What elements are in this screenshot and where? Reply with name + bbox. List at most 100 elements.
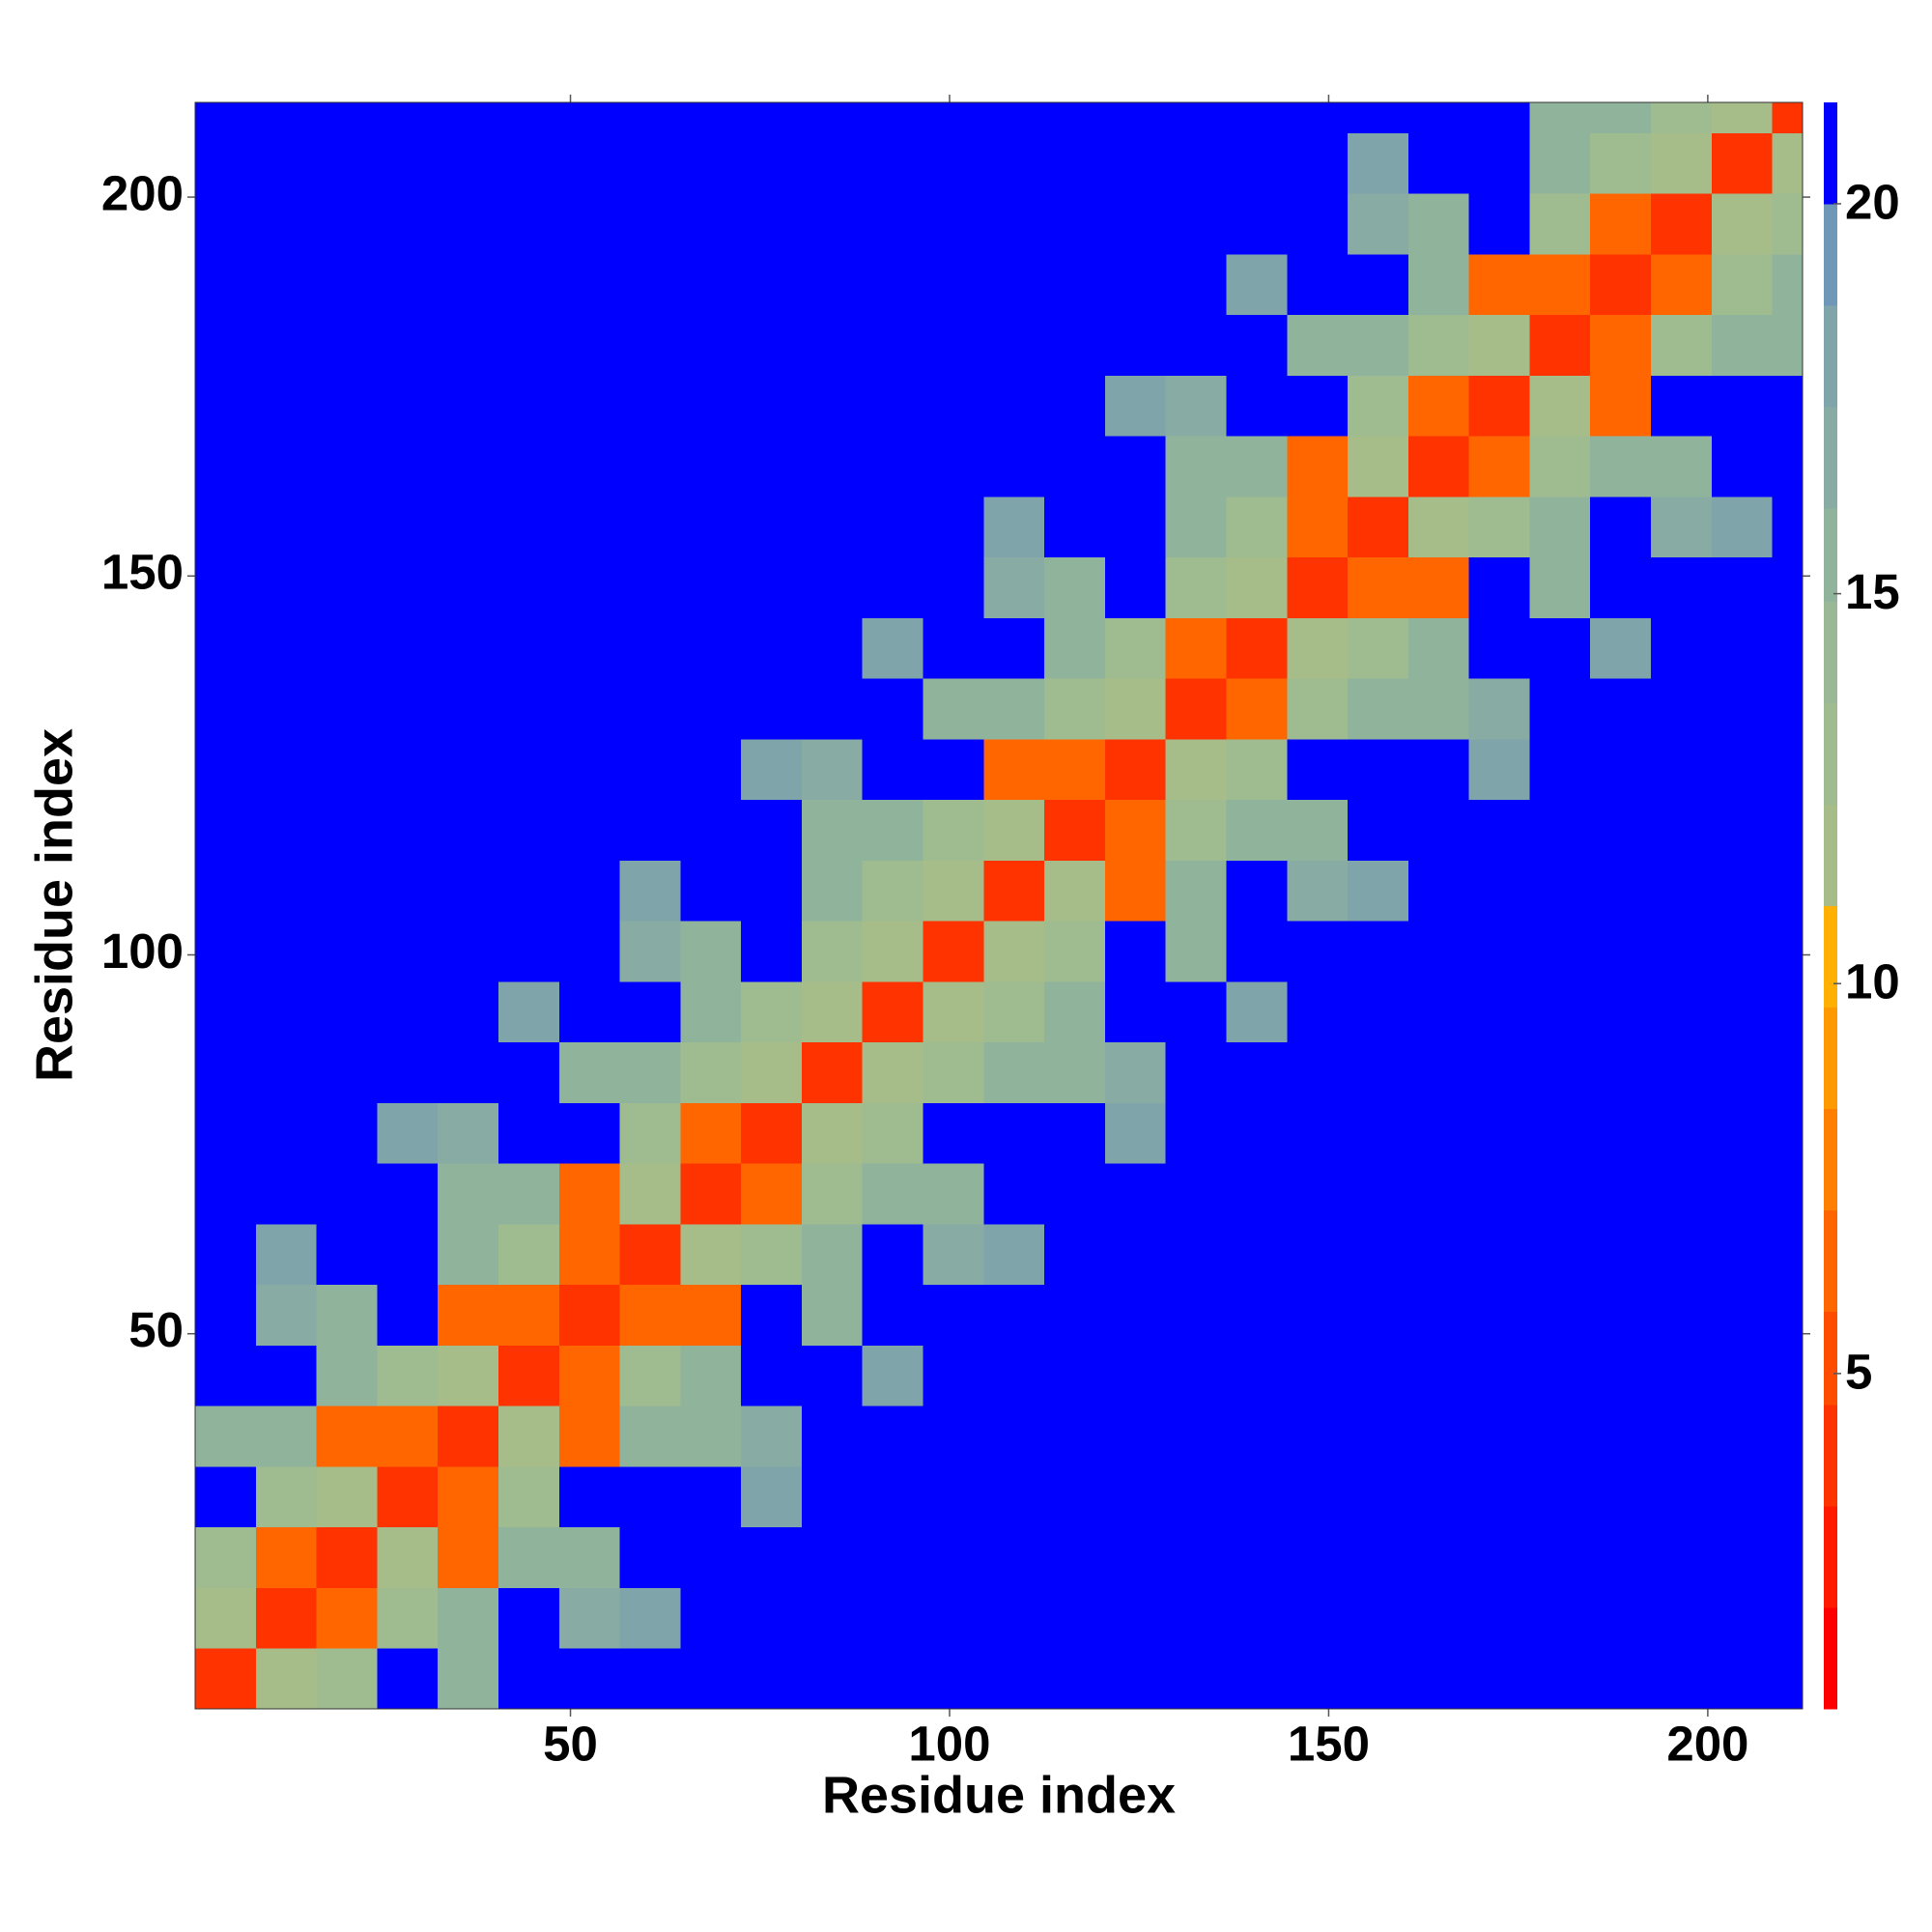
x-tick-label: 100 <box>908 1716 990 1771</box>
cell <box>1104 1223 1167 1286</box>
cell <box>1590 980 1652 1043</box>
cell <box>255 496 318 558</box>
cell <box>1044 678 1106 740</box>
cell <box>1407 102 1470 133</box>
cell <box>438 253 499 316</box>
cell <box>377 1465 439 1528</box>
cell <box>862 1648 924 1710</box>
cell <box>1287 1465 1349 1528</box>
cell <box>1590 1223 1652 1286</box>
cell <box>1044 1345 1106 1406</box>
cell <box>1348 860 1409 922</box>
cell <box>1044 102 1106 133</box>
cell <box>1529 496 1591 558</box>
cell <box>1468 132 1530 194</box>
cell <box>195 102 257 133</box>
cell <box>1165 1465 1227 1528</box>
cell <box>1529 1345 1591 1406</box>
cell <box>377 1163 439 1225</box>
cell <box>316 980 378 1043</box>
cell <box>1407 1406 1470 1467</box>
cell <box>1044 1163 1106 1225</box>
cell <box>1226 860 1288 922</box>
cell <box>1044 375 1106 437</box>
cell <box>923 102 984 133</box>
cell <box>983 980 1045 1043</box>
cell <box>862 496 924 558</box>
cell <box>619 738 681 801</box>
cell <box>1590 860 1652 922</box>
cell <box>438 1465 499 1528</box>
cell <box>923 738 984 801</box>
cell <box>255 1223 318 1286</box>
cell <box>255 375 318 437</box>
cell <box>1468 314 1530 376</box>
cell <box>619 980 681 1043</box>
cell <box>983 132 1045 194</box>
cell <box>680 314 742 376</box>
cell <box>1165 496 1227 558</box>
cell <box>741 1406 803 1467</box>
cell <box>1651 496 1713 558</box>
cell <box>862 1284 924 1346</box>
colorbar-segment <box>1824 507 1837 603</box>
cell <box>377 193 439 255</box>
cell <box>1529 980 1591 1043</box>
cell <box>1772 1406 1804 1467</box>
cell <box>1651 1102 1713 1164</box>
cell <box>1348 496 1409 558</box>
cell <box>923 375 984 437</box>
cell <box>497 314 560 376</box>
cell <box>1348 1465 1409 1528</box>
cell <box>1772 799 1804 861</box>
cell <box>255 314 318 376</box>
cell <box>1590 1102 1652 1164</box>
cell <box>680 375 742 437</box>
cell <box>1772 556 1804 618</box>
cell <box>1165 1648 1227 1710</box>
cell <box>1044 1406 1106 1467</box>
cell <box>1407 1041 1470 1103</box>
cell <box>316 132 378 194</box>
cell <box>558 1163 621 1225</box>
cell <box>1529 132 1591 194</box>
cell <box>801 314 864 376</box>
cell <box>619 193 681 255</box>
cell <box>1226 193 1288 255</box>
cell <box>1407 1465 1470 1528</box>
cell <box>195 436 257 497</box>
cell <box>862 1345 924 1406</box>
cell <box>801 193 864 255</box>
cell <box>558 799 621 861</box>
colorbar-segment <box>1824 1506 1837 1608</box>
cell <box>1407 617 1470 679</box>
cell <box>1651 860 1713 922</box>
cell <box>741 1102 803 1164</box>
cell <box>195 1587 257 1649</box>
cell <box>377 1345 439 1406</box>
cell <box>1407 738 1470 801</box>
cell <box>497 1284 560 1346</box>
cell <box>619 1284 681 1346</box>
cell <box>619 1526 681 1588</box>
cell <box>1226 1526 1288 1588</box>
cell <box>1226 799 1288 861</box>
cell <box>1468 617 1530 679</box>
cell <box>377 1041 439 1103</box>
cell <box>741 314 803 376</box>
cell <box>1104 253 1167 316</box>
cell <box>1711 1465 1774 1528</box>
cell <box>1287 1648 1349 1710</box>
cell <box>195 1648 257 1710</box>
cell <box>316 799 378 861</box>
cell <box>377 980 439 1043</box>
cell <box>1348 1406 1409 1467</box>
cell <box>1287 496 1349 558</box>
cell <box>1529 1223 1591 1286</box>
cell <box>619 1465 681 1528</box>
cell <box>680 799 742 861</box>
cell <box>801 1102 864 1164</box>
cell <box>558 102 621 133</box>
cell <box>438 980 499 1043</box>
cell <box>983 102 1045 133</box>
